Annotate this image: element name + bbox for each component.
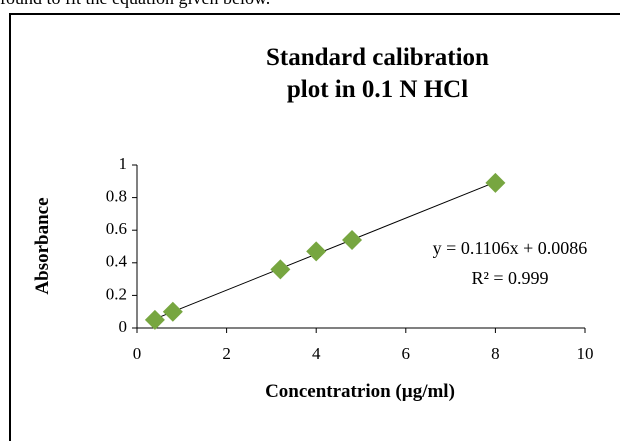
chart-title: Standard calibration plot in 0.1 N HCl — [266, 44, 489, 103]
data-point — [162, 301, 183, 322]
y-tick-label: 0.4 — [106, 252, 128, 271]
data-point — [485, 172, 506, 193]
y-tick-label: 0 — [119, 317, 128, 336]
x-tick-label: 0 — [133, 344, 142, 363]
x-tick-label: 8 — [491, 344, 500, 363]
x-axis-label: Concentratrion (µg/ml) — [265, 381, 455, 402]
data-point — [270, 259, 291, 280]
data-point — [144, 309, 165, 330]
y-tick-label: 0.8 — [106, 187, 127, 206]
chart-frame — [9, 13, 620, 441]
y-tick-label: 1 — [119, 154, 128, 173]
caption: found to fit the equation given below. — [0, 0, 270, 9]
data-point — [306, 241, 327, 262]
y-axis-label: Absorbance — [32, 197, 53, 294]
r-squared: R² = 0.999 — [471, 268, 548, 288]
x-tick-label: 6 — [402, 344, 411, 363]
x-tick-label: 2 — [222, 344, 231, 363]
y-tick-label: 0.6 — [106, 219, 127, 238]
data-point — [342, 229, 363, 250]
x-tick-label: 10 — [577, 344, 594, 363]
x-tick-label: 4 — [312, 344, 321, 363]
y-tick-label: 0.2 — [106, 284, 127, 303]
equation: y = 0.1106x + 0.0086 — [433, 238, 588, 258]
